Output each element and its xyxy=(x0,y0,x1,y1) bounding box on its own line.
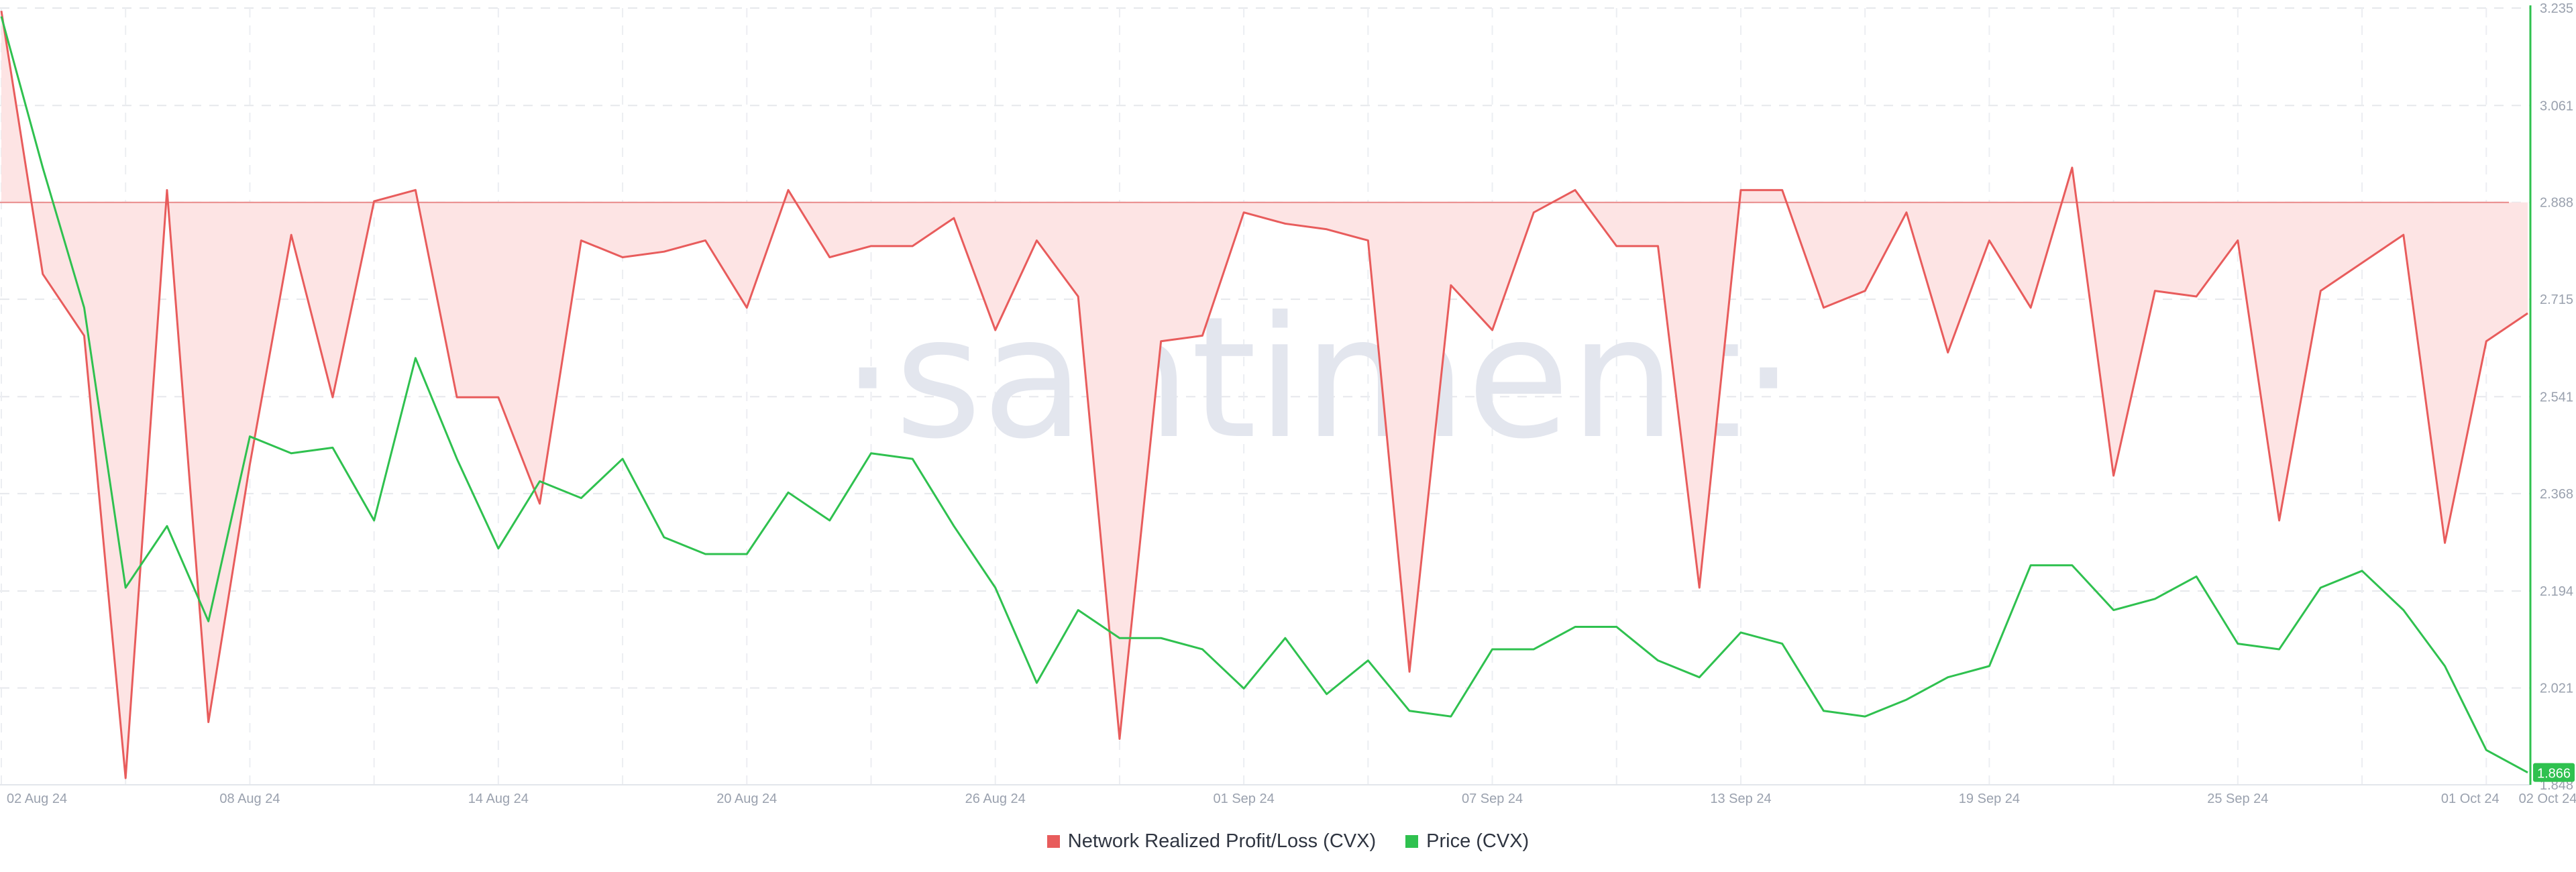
legend-item-price[interactable]: Price (CVX) xyxy=(1405,830,1529,853)
y-tick-label: 2.715 xyxy=(2540,292,2573,307)
santiment-watermark: ·santiment· xyxy=(841,280,1795,476)
x-tick-label: 07 Sep 24 xyxy=(1462,792,1523,806)
y-tick-label: 2.194 xyxy=(2540,584,2573,599)
y-tick-label: 2.368 xyxy=(2540,487,2573,502)
x-tick-label: 19 Sep 24 xyxy=(1959,792,2020,806)
x-tick-label: 20 Aug 24 xyxy=(716,792,777,806)
x-tick-label: 01 Sep 24 xyxy=(1214,792,1275,806)
profit-loss-line xyxy=(0,10,2528,779)
x-tick-label: 26 Aug 24 xyxy=(965,792,1026,806)
legend-item-network-realized-profit-loss[interactable]: Network Realized Profit/Loss (CVX) xyxy=(1046,830,1377,853)
legend-label: Network Realized Profit/Loss (CVX) xyxy=(1067,830,1377,852)
y-tick-label: 2.021 xyxy=(2540,682,2573,696)
chart-axes: 3.235 3.061 2.888 2.715 2.541 2.368 2.194 2.021… xyxy=(0,1,2576,806)
x-tick-label: 13 Sep 24 xyxy=(1710,792,1771,806)
x-tick-label: 08 Aug 24 xyxy=(219,792,280,806)
current-price-badge xyxy=(2533,763,2575,782)
chart-legend: Network Realized Profit/Loss (CVX) Price… xyxy=(0,830,2576,853)
series-layer xyxy=(0,10,2528,779)
y-tick-label: 2.888 xyxy=(2540,196,2573,211)
y-tick-label: 3.235 xyxy=(2540,1,2573,16)
current-price-badge-text: 1.866 xyxy=(2537,767,2571,781)
x-tick-label: 14 Aug 24 xyxy=(468,792,529,806)
x-tick-label: 01 Oct 24 xyxy=(2441,792,2500,806)
y-tick-label: 3.061 xyxy=(2540,99,2573,113)
x-tick-label: 02 Aug 24 xyxy=(7,792,67,806)
legend-label: Price (CVX) xyxy=(1426,830,1529,852)
y-tick-label: 2.541 xyxy=(2540,390,2573,404)
legend-swatch-red xyxy=(1046,835,1060,848)
x-tick-label: 02 Oct 24 xyxy=(2519,792,2576,806)
price-line xyxy=(0,16,2528,773)
legend-swatch-green xyxy=(1405,835,1419,848)
x-tick-label: 25 Sep 24 xyxy=(2207,792,2268,806)
